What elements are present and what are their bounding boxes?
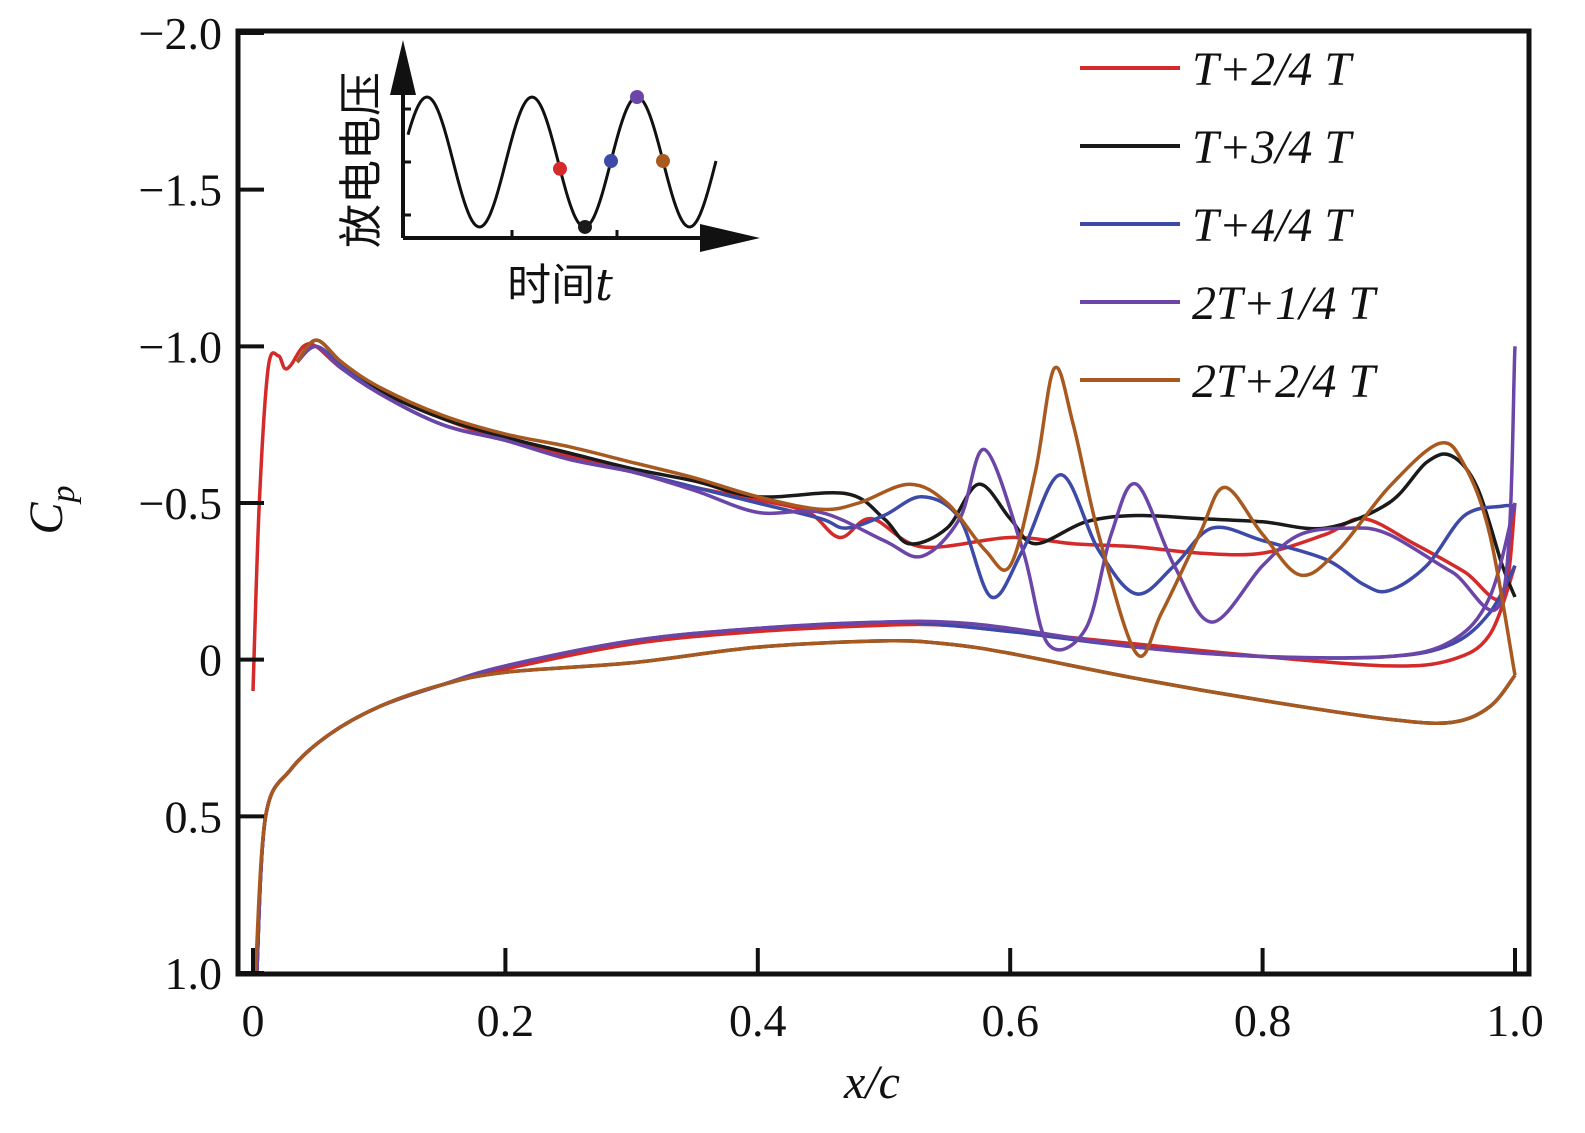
x-tick-label: 1.0 xyxy=(1486,995,1544,1046)
inset-marker-0 xyxy=(553,161,567,176)
x-axis-title: x/c xyxy=(843,1056,900,1109)
x-tick-label: 0.4 xyxy=(729,995,787,1046)
inset-marker-2 xyxy=(604,154,618,169)
series-1-lower-curve xyxy=(255,639,1517,974)
y-tick-label: −2.0 xyxy=(139,8,222,59)
series-3-upper-curve xyxy=(295,344,1517,652)
inset-phase-markers xyxy=(553,90,670,234)
y-tick-label: −0.5 xyxy=(139,478,222,529)
series-curves xyxy=(251,338,1517,974)
y-axis-title: Cp xyxy=(20,485,82,534)
y-axis-title-main: C xyxy=(20,502,73,535)
inset-marker-1 xyxy=(578,219,592,234)
y-tick-label: −1.0 xyxy=(139,321,222,372)
y-tick-label: 1.0 xyxy=(165,948,223,999)
series-4-lower-curve xyxy=(253,639,1517,974)
svg-text:Cp: Cp xyxy=(20,485,82,534)
x-tick-label: 0.2 xyxy=(477,995,535,1046)
x-tick-label: 0.8 xyxy=(1234,995,1292,1046)
axis-ticks: −2.0 −1.5 −1.0 −0.5 0 0.5 1.0 0 0.2 0.4 0.6 0.8 1.0 xyxy=(139,8,1544,1046)
inset-y-arrow-icon xyxy=(390,40,416,95)
legend-label-1: T+3/4 T xyxy=(1192,121,1354,174)
inset-y-label: 放电电压 xyxy=(336,72,387,248)
legend-label-4: 2T+2/4 T xyxy=(1192,355,1378,408)
y-tick-label: −1.5 xyxy=(139,165,222,216)
legend: T+2/4 T T+3/4 T T+4/4 T 2T+1/4 T 2T+2/4 T xyxy=(1080,43,1378,408)
series-3-lower-curve xyxy=(255,502,1517,974)
legend-label-2: T+4/4 T xyxy=(1192,199,1354,252)
y-tick-label: 0.5 xyxy=(165,791,223,842)
legend-label-3: 2T+1/4 T xyxy=(1192,277,1378,330)
series-0-lower-curve xyxy=(255,565,1517,974)
series-4-upper-curve xyxy=(295,338,1517,676)
series-1-upper-curve xyxy=(295,338,1517,598)
y-axis-title-sub: p xyxy=(45,485,82,504)
inset-marker-3 xyxy=(630,90,644,104)
inset-voltage-waveform: 放电电压 时间t xyxy=(336,40,760,311)
x-tick-label: 0.6 xyxy=(981,995,1039,1046)
inset-x-arrow-icon xyxy=(700,224,760,252)
inset-ticks xyxy=(403,107,619,238)
inset-x-label: 时间t xyxy=(507,260,613,311)
legend-label-0: T+2/4 T xyxy=(1192,43,1354,96)
x-tick-label: 0 xyxy=(242,995,265,1046)
y-tick-label: 0 xyxy=(199,635,222,686)
inset-marker-4 xyxy=(656,154,670,169)
